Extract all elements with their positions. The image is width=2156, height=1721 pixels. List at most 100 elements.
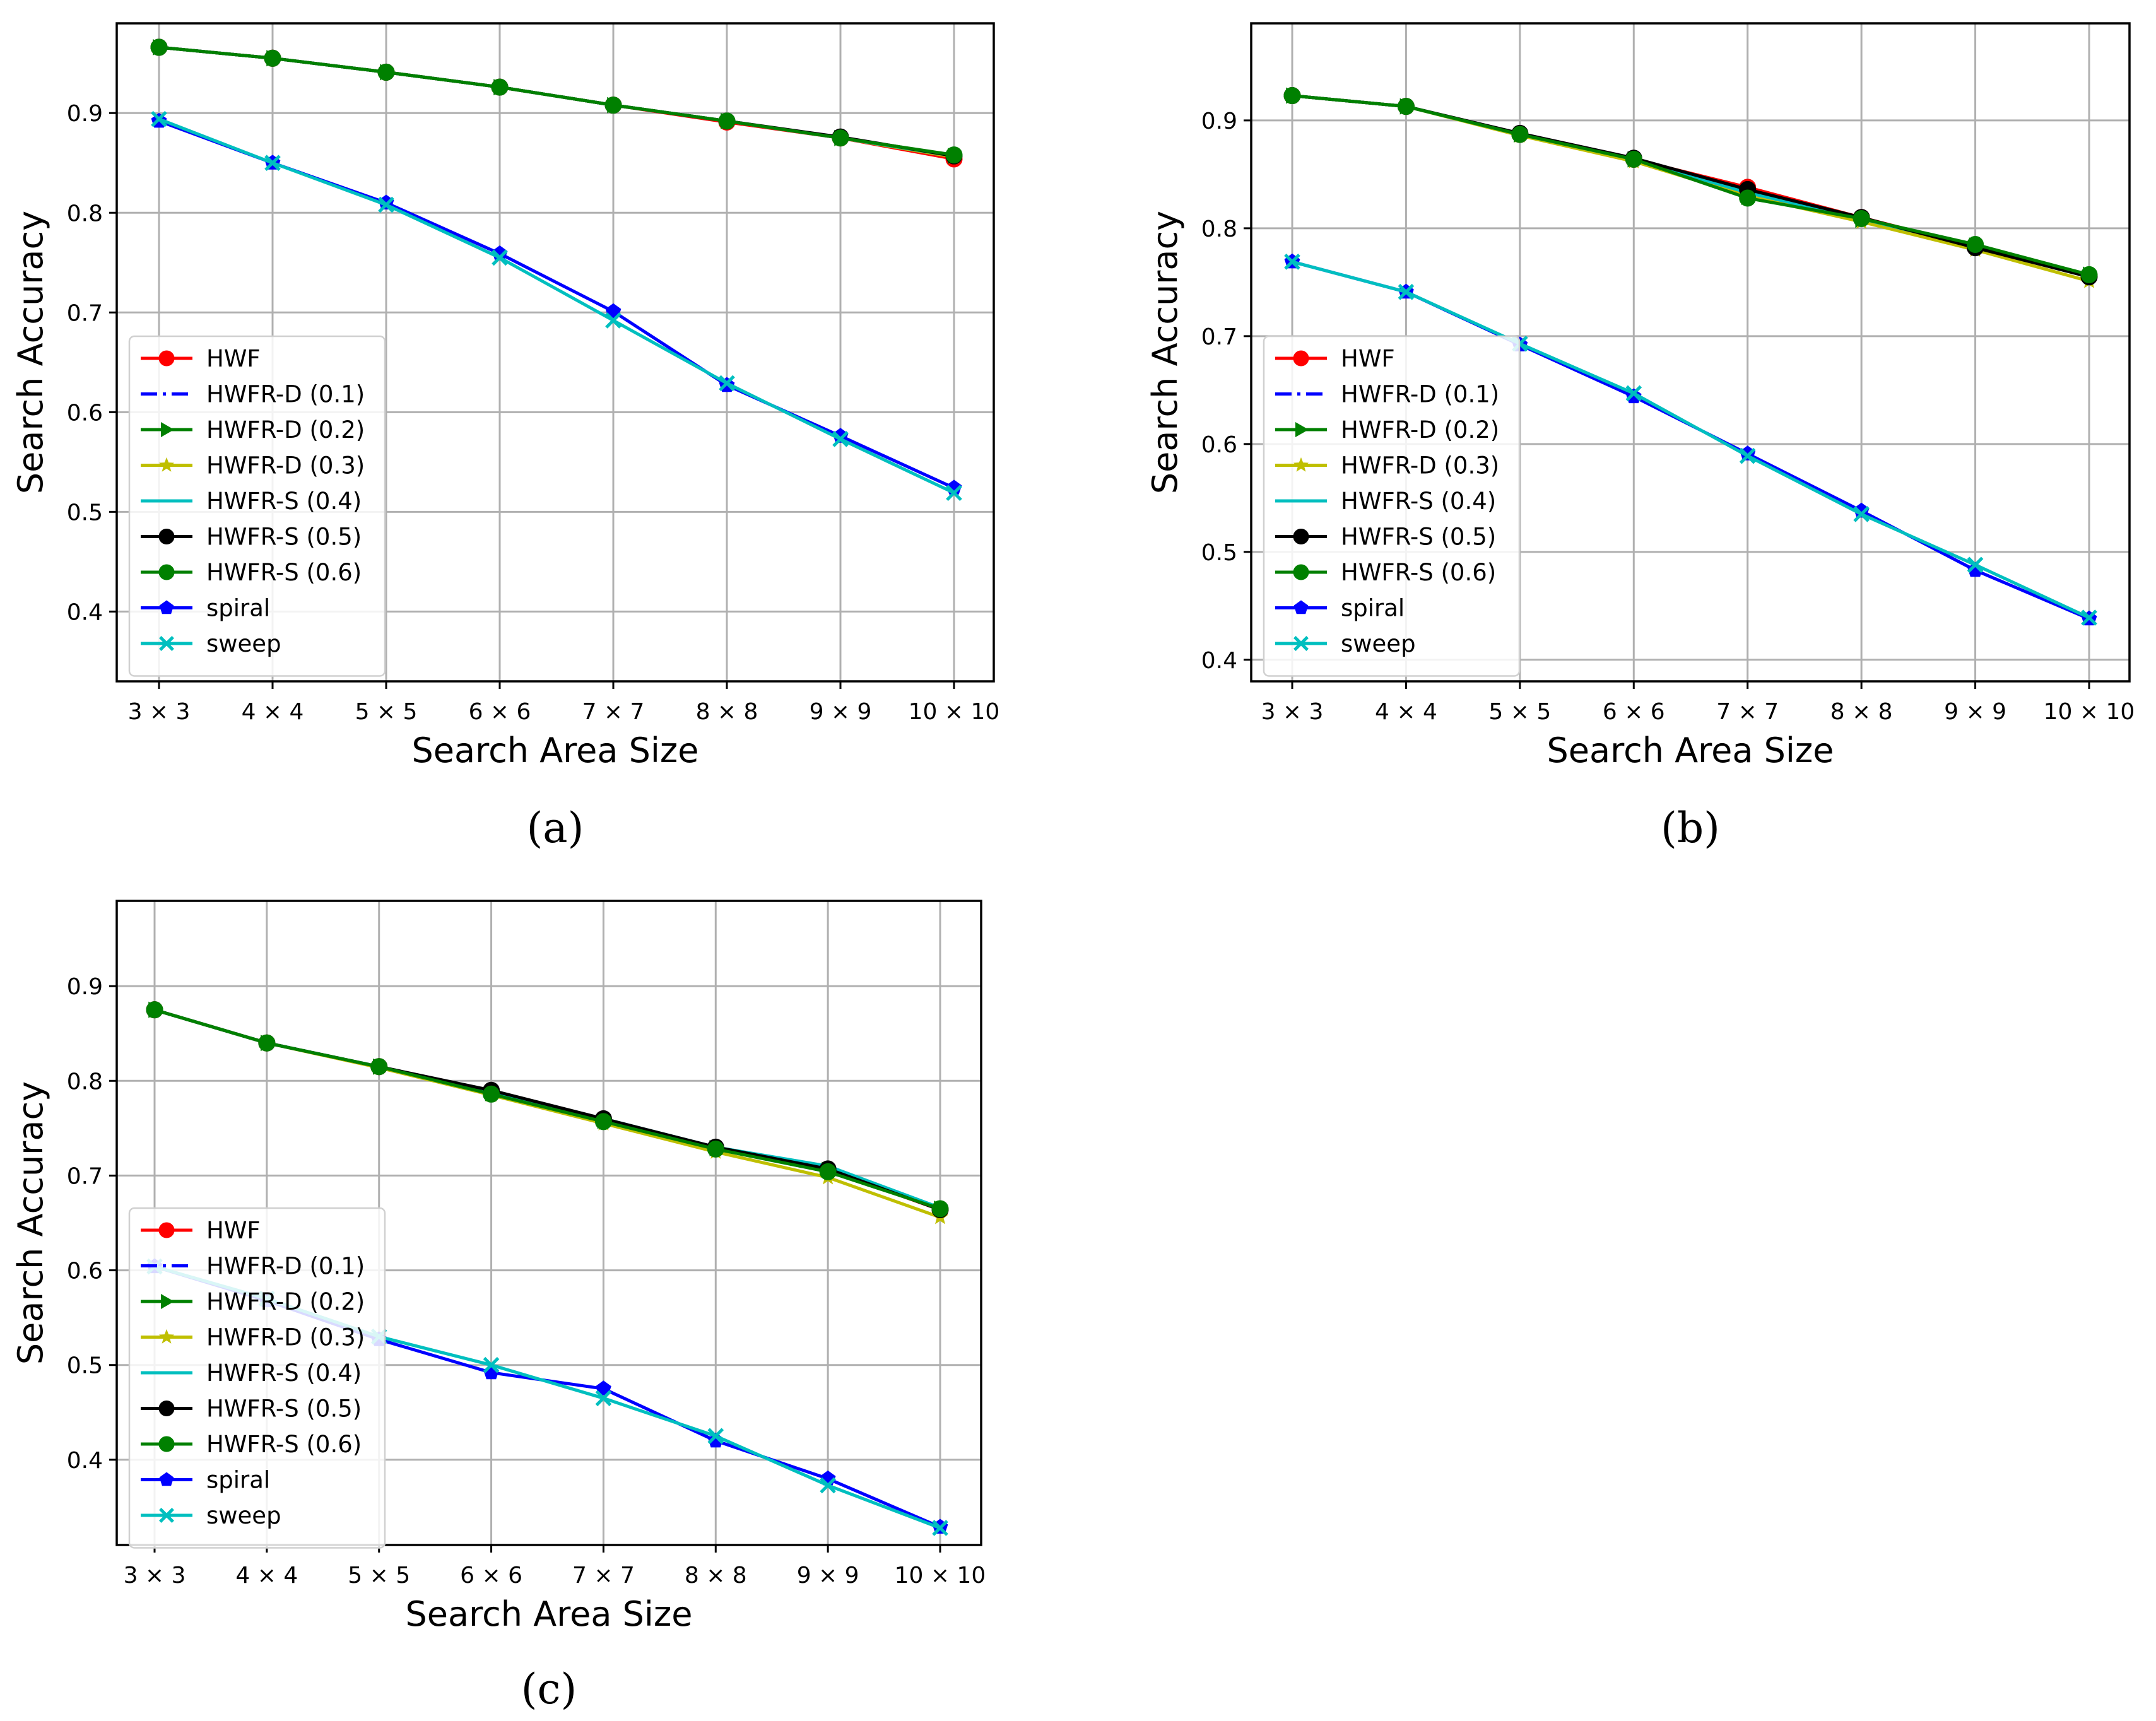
y-tick-label: 0.7 (67, 1163, 103, 1189)
marker-circle (264, 49, 281, 67)
marker-circle (1397, 98, 1415, 115)
x-tick-label: 7 × 7 (1716, 699, 1779, 725)
marker-circle (1967, 236, 1984, 254)
marker-circle (146, 1001, 163, 1019)
marker-x (151, 110, 167, 127)
plot-frame (115, 900, 982, 1546)
legend-label: HWFR-D (0.2) (206, 1288, 365, 1315)
x-tick-label: 6 × 6 (1603, 699, 1665, 725)
marker-x (1293, 636, 1309, 651)
marker-x (946, 485, 962, 502)
x-tick-label: 5 × 5 (348, 1563, 410, 1589)
x-tick-label: 8 × 8 (685, 1563, 747, 1589)
legend-item: spiral (141, 595, 270, 622)
legend-label: HWFR-D (0.2) (206, 416, 365, 443)
y-axis-label: Search Accuracy (11, 211, 50, 494)
marker-triangle (161, 422, 174, 437)
marker-circle (1625, 150, 1642, 168)
marker-star (1293, 457, 1309, 472)
x-tick-label: 3 × 3 (128, 699, 191, 725)
x-tick-label: 10 × 10 (895, 1563, 986, 1589)
marker-circle (1293, 529, 1309, 544)
marker-x (595, 1390, 612, 1407)
legend: HWF HWFR-D (0.1) HWFR-D (0.2) HWFR-D (0.3) H… (128, 335, 386, 677)
marker-x (159, 636, 174, 651)
legend-label: sweep (206, 630, 281, 657)
legend-label: HWF (1341, 345, 1395, 372)
legend-item: HWFR-S (0.6) (141, 1431, 362, 1458)
legend-label: HWFR-S (0.6) (206, 559, 362, 586)
marker-circle (604, 97, 622, 114)
legend-label: spiral (1341, 595, 1405, 622)
legend-label: HWFR-D (0.2) (1341, 416, 1499, 443)
marker-x (1625, 385, 1642, 402)
marker-pentagon (159, 600, 174, 614)
marker-circle (931, 1200, 949, 1218)
y-tick-label: 0.4 (1201, 648, 1237, 674)
marker-circle (158, 529, 175, 544)
legend-item: HWF (141, 345, 261, 372)
marker-x (719, 375, 735, 392)
marker-circle (158, 350, 175, 367)
legend-item: HWFR-D (0.2) (1275, 416, 1499, 443)
x-axis-label: Search Area Size (412, 731, 699, 770)
marker-x (264, 155, 281, 172)
legend-label: HWFR-D (0.1) (1341, 381, 1499, 408)
y-tick-label: 0.9 (67, 974, 103, 1000)
marker-pentagon (1293, 600, 1309, 614)
marker-circle (158, 564, 175, 580)
legend: HWF HWFR-D (0.1) HWFR-D (0.2) HWFR-D (0.3) H… (1263, 335, 1521, 677)
series-line (158, 117, 955, 495)
marker-circle (258, 1034, 276, 1052)
y-tick-label: 0.8 (67, 1069, 103, 1095)
series-hwfr-s-0-6 (146, 1001, 949, 1218)
marker-x (1967, 556, 1984, 573)
marker-x (483, 1356, 500, 1373)
x-tick-label: 7 × 7 (582, 699, 645, 725)
legend-label: sweep (206, 1502, 281, 1529)
x-tick-label: 10 × 10 (909, 699, 1000, 725)
x-tick-label: 6 × 6 (469, 699, 531, 725)
marker-circle (832, 129, 849, 147)
x-axis-label: Search Area Size (406, 1594, 693, 1634)
legend-label: HWFR-D (0.1) (206, 1253, 365, 1280)
legend-label: HWFR-S (0.4) (1341, 488, 1496, 515)
legend-label: HWFR-D (0.1) (206, 381, 365, 408)
marker-circle (377, 63, 395, 81)
legend-label: HWFR-D (0.3) (1341, 452, 1499, 479)
marker-circle (1283, 87, 1301, 105)
marker-circle (158, 1222, 175, 1238)
marker-x (378, 196, 394, 213)
y-tick-label: 0.8 (67, 201, 103, 226)
legend-item: HWFR-S (0.5) (1275, 524, 1496, 551)
legend-item: HWFR-D (0.2) (141, 416, 365, 443)
marker-circle (1293, 564, 1309, 580)
legend-label: spiral (206, 595, 270, 622)
marker-pentagon (596, 1380, 611, 1395)
x-tick-label: 4 × 4 (235, 1563, 298, 1589)
marker-x (1398, 283, 1415, 300)
legend-label: HWFR-D (0.3) (206, 452, 365, 479)
x-tick-label: 5 × 5 (1488, 699, 1551, 725)
y-tick-label: 0.5 (1201, 540, 1237, 566)
y-tick-label: 0.9 (67, 101, 103, 127)
marker-x (2081, 609, 2097, 626)
series-line (1292, 94, 2090, 276)
y-axis-label: Search Accuracy (11, 1081, 50, 1365)
panel-caption: (a) (527, 804, 584, 852)
marker-circle (707, 1140, 724, 1158)
x-tick-label: 6 × 6 (460, 1563, 522, 1589)
legend-item: HWFR-D (0.1) (141, 1253, 365, 1280)
legend-label: HWFR-S (0.4) (206, 488, 362, 515)
marker-circle (370, 1058, 388, 1076)
marker-circle (150, 38, 168, 56)
x-tick-label: 4 × 4 (242, 699, 304, 725)
marker-triangle (161, 1294, 174, 1309)
marker-circle (819, 1163, 837, 1180)
marker-circle (718, 112, 736, 130)
x-tick-label: 9 × 9 (797, 1563, 859, 1589)
marker-x (492, 249, 508, 266)
legend-label: HWFR-S (0.5) (206, 524, 362, 551)
x-axis-label: Search Area Size (1547, 731, 1834, 770)
